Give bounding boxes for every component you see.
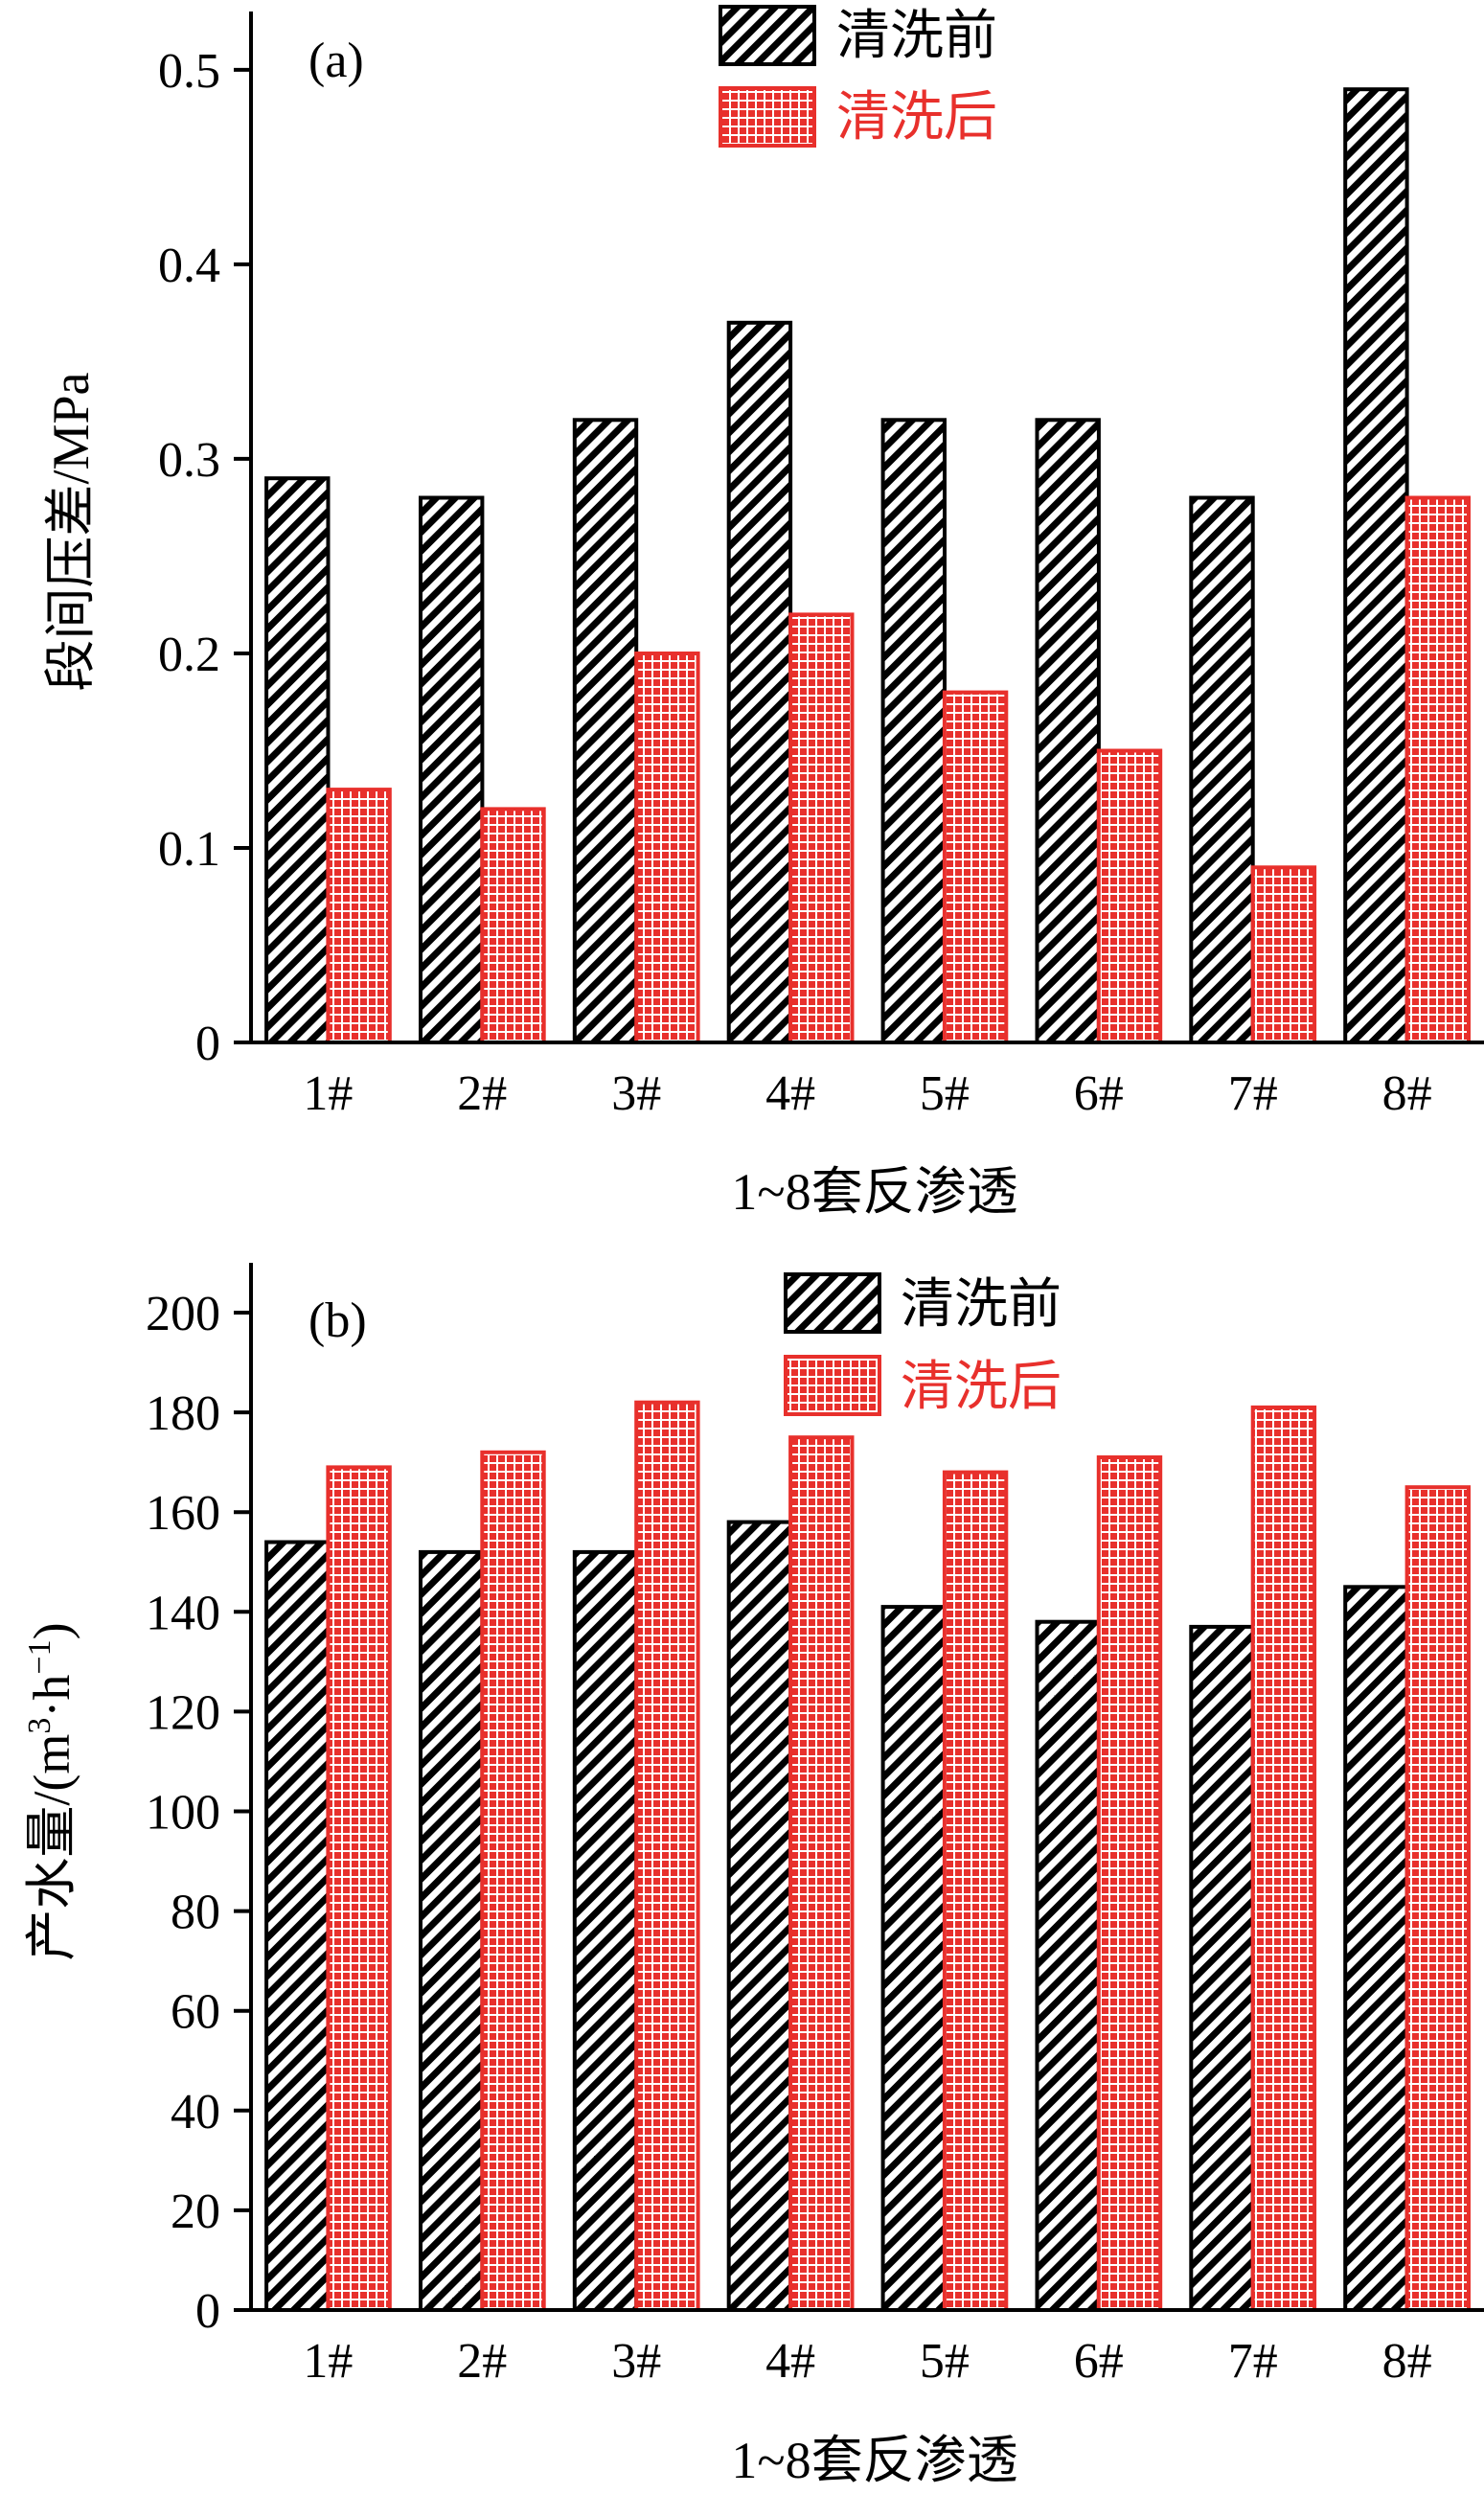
x-ticks-a: 1# 2# 3# 4# 5# 6# 7# 8# xyxy=(303,1066,1431,1121)
bar-a-before-7 xyxy=(1189,495,1255,1044)
y-tick-label-b-6: 120 xyxy=(146,1685,220,1740)
bar-a-before-5 xyxy=(880,418,947,1044)
chart-panel-a: 0 0.1 0.2 0.3 0.4 0.5 1# 2# 3# 4# 5# 6# 7# 8# (a) 1~… xyxy=(42,5,1484,1221)
legend-b: 清洗前 清洗后 xyxy=(784,1272,1062,1417)
legend-swatch-before-b xyxy=(784,1272,881,1334)
y-ticks-b: 0 20 40 60 80 100 120 140 160 180 200 xyxy=(146,1287,251,2339)
legend-label-before-b: 清洗前 xyxy=(901,1275,1062,1335)
legend-label-before-a: 清洗前 xyxy=(836,7,997,66)
bar-a-after-4 xyxy=(788,612,855,1045)
x-axis-title-a: 1~8套反渗透 xyxy=(731,1163,1017,1221)
x-tick-label-a-2: 2# xyxy=(457,1066,507,1121)
y-tick-label-a-5: 0.5 xyxy=(158,44,220,99)
bar-b-after-4 xyxy=(788,1435,855,2312)
x-tick-label-a-8: 8# xyxy=(1382,1066,1432,1121)
x-tick-label-b-3: 3# xyxy=(611,2334,661,2389)
panel-label-a: (a) xyxy=(308,34,364,88)
x-tick-label-a-4: 4# xyxy=(765,1066,815,1121)
panel-label-b: (b) xyxy=(308,1293,367,1348)
bar-a-before-2 xyxy=(419,495,485,1044)
bars-a xyxy=(264,87,1471,1045)
x-tick-label-a-5: 5# xyxy=(920,1066,970,1121)
bar-b-after-6 xyxy=(1096,1455,1163,2312)
bar-b-before-7 xyxy=(1189,1624,1255,2312)
y-tick-label-a-0: 0 xyxy=(195,1017,220,1071)
bar-b-after-7 xyxy=(1250,1405,1317,2312)
y-tick-label-b-2: 40 xyxy=(171,2085,220,2139)
legend-label-after-b: 清洗后 xyxy=(901,1358,1062,1417)
y-tick-label-b-1: 20 xyxy=(171,2185,220,2239)
x-tick-label-a-3: 3# xyxy=(611,1066,661,1121)
bar-b-after-8 xyxy=(1404,1485,1471,2312)
bar-a-after-6 xyxy=(1096,748,1163,1044)
y-tick-label-b-10: 200 xyxy=(146,1287,220,1341)
bar-b-before-8 xyxy=(1343,1585,1409,2313)
bar-a-before-8 xyxy=(1343,87,1409,1044)
axes-b xyxy=(249,1263,1484,2312)
y-ticks-a: 0 0.1 0.2 0.3 0.4 0.5 xyxy=(158,44,251,1071)
y-axis-title-b-main: 产水量/(m xyxy=(23,1734,80,1961)
y-tick-label-b-3: 60 xyxy=(171,1985,220,2040)
y-axis-title-a: 段间压差/MPa xyxy=(42,372,100,691)
y-tick-label-b-4: 80 xyxy=(171,1886,220,1940)
x-tick-label-b-7: 7# xyxy=(1228,2334,1278,2389)
x-tick-label-a-1: 1# xyxy=(303,1066,353,1121)
bar-b-before-5 xyxy=(880,1605,947,2312)
bar-a-before-1 xyxy=(264,476,331,1044)
legend-a: 清洗前 清洗后 xyxy=(719,5,997,148)
x-tick-label-b-1: 1# xyxy=(303,2334,353,2389)
bar-b-before-3 xyxy=(572,1549,639,2312)
y-axis-title-b-sup2: −1 xyxy=(22,1639,57,1674)
y-axis-title-b: 产水量/(m3·h−1) xyxy=(22,1622,80,1960)
bars-b xyxy=(264,1400,1471,2313)
y-tick-label-a-4: 0.4 xyxy=(158,239,220,293)
bar-a-after-7 xyxy=(1250,865,1317,1044)
bar-a-before-3 xyxy=(572,418,639,1044)
legend-swatch-after-a xyxy=(719,86,816,148)
x-tick-label-b-4: 4# xyxy=(765,2334,815,2389)
bar-a-before-4 xyxy=(726,320,793,1044)
bar-b-before-1 xyxy=(264,1540,331,2312)
chart-panel-b: 0 20 40 60 80 100 120 140 160 180 200 1# 2# 3# 4# 5# 6#… xyxy=(22,1263,1484,2489)
bar-b-after-1 xyxy=(326,1465,392,2312)
bar-a-after-5 xyxy=(942,690,1009,1044)
x-ticks-b: 1# 2# 3# 4# 5# 6# 7# 8# xyxy=(303,2334,1431,2389)
bar-b-before-6 xyxy=(1035,1619,1101,2312)
x-tick-label-b-6: 6# xyxy=(1074,2334,1124,2389)
bar-a-after-3 xyxy=(634,652,700,1044)
y-tick-label-a-3: 0.3 xyxy=(158,433,220,488)
bar-a-before-6 xyxy=(1035,418,1101,1044)
bar-b-before-4 xyxy=(726,1520,793,2312)
bar-b-before-2 xyxy=(419,1549,485,2312)
bar-a-after-2 xyxy=(480,807,546,1045)
bar-a-after-1 xyxy=(326,788,392,1044)
y-tick-label-b-9: 180 xyxy=(146,1386,220,1441)
x-tick-label-a-6: 6# xyxy=(1074,1066,1124,1121)
y-tick-label-b-0: 0 xyxy=(195,2284,220,2339)
bar-b-after-3 xyxy=(634,1400,700,2312)
x-tick-label-b-8: 8# xyxy=(1382,2334,1432,2389)
y-axis-title-b-sup1: 3 xyxy=(22,1718,57,1734)
bar-b-after-5 xyxy=(942,1470,1009,2312)
bar-b-after-2 xyxy=(480,1450,546,2313)
x-tick-label-b-2: 2# xyxy=(457,2334,507,2389)
bar-a-after-8 xyxy=(1404,495,1471,1044)
x-axis-title-b: 1~8套反渗透 xyxy=(731,2432,1017,2489)
y-tick-label-b-7: 140 xyxy=(146,1586,220,1640)
y-axis-title-b-mid: ·h xyxy=(23,1675,80,1718)
legend-swatch-after-b xyxy=(784,1355,881,1416)
x-tick-label-b-5: 5# xyxy=(920,2334,970,2389)
y-axis-title-b-end: ) xyxy=(23,1622,80,1639)
axes-a xyxy=(249,11,1484,1044)
y-tick-label-b-8: 160 xyxy=(146,1486,220,1541)
y-tick-label-b-5: 100 xyxy=(146,1786,220,1841)
y-tick-label-a-2: 0.2 xyxy=(158,628,220,682)
x-tick-label-a-7: 7# xyxy=(1228,1066,1278,1121)
legend-label-after-a: 清洗后 xyxy=(836,88,997,148)
legend-swatch-before-a xyxy=(719,5,816,66)
y-tick-label-a-1: 0.1 xyxy=(158,822,220,877)
